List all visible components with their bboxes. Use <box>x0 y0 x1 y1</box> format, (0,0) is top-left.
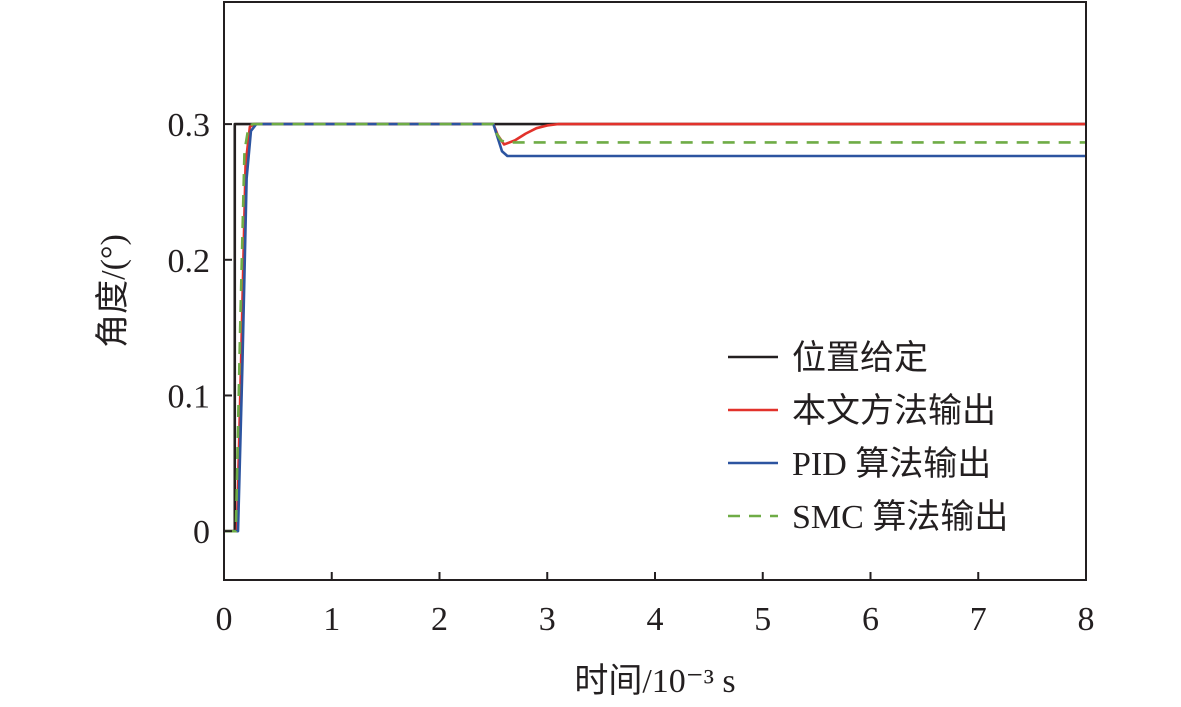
x-tick-label: 1 <box>323 601 340 638</box>
y-tick-label: 0.2 <box>168 243 211 280</box>
legend-label-3: PID 算法输出 <box>792 445 991 483</box>
x-axis: 0 1 2 3 4 5 6 7 8 <box>216 572 1095 638</box>
x-tick-label: 4 <box>647 601 664 638</box>
legend-label-1: 位置给定 <box>792 339 928 377</box>
series-line-3 <box>224 122 1086 533</box>
x-tick-label: 8 <box>1078 601 1095 638</box>
y-tick-label: 0.1 <box>168 378 211 415</box>
y-axis: 0 0.1 0.2 0.3 <box>168 107 232 551</box>
legend-label-4: SMC 算法输出 <box>792 498 1008 536</box>
plot-frame <box>223 1 1087 581</box>
x-tick-label: 7 <box>970 601 987 638</box>
y-tick-label: 0 <box>193 514 210 551</box>
legend-label-2: 本文方法输出 <box>792 392 996 430</box>
y-axis-title: 角度/(°) <box>94 234 132 348</box>
x-tick-label: 5 <box>754 601 771 638</box>
series-line-4 <box>224 122 1086 533</box>
x-tick-label: 2 <box>431 601 448 638</box>
x-tick-label: 6 <box>862 601 879 638</box>
series-layer <box>224 122 1086 533</box>
x-tick-label: 0 <box>216 601 233 638</box>
x-axis-title: 时间/10⁻³ s <box>574 663 735 700</box>
x-tick-label: 3 <box>539 601 556 638</box>
y-tick-label: 0.3 <box>168 107 211 144</box>
